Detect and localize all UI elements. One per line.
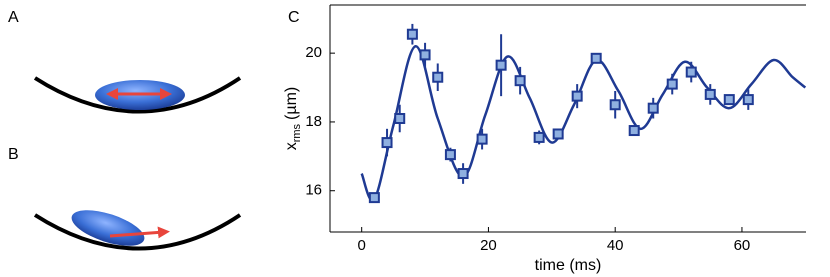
x-tick-label: 20 [480,237,497,254]
data-point [514,75,526,87]
data-point [666,78,678,90]
y-tick-label: 16 [305,182,322,199]
data-point [394,113,406,124]
fit-line [360,45,807,202]
y-label-sub: rms [291,123,303,142]
data-point [495,59,507,71]
data-point [571,90,583,102]
data-point [381,137,393,149]
x-tick-label: 0 [358,237,366,254]
data-point [552,128,564,140]
panel-label: B [8,146,19,163]
panel-label: A [8,9,19,26]
x-tick-label: 60 [734,237,751,254]
trap-potential [33,213,242,251]
data-point [444,149,456,161]
data-point [704,88,716,100]
y-tick-label: 18 [305,113,322,130]
data-point [609,99,621,111]
data-point [457,168,469,180]
y-label-main: x [283,142,300,150]
data-point [476,133,488,145]
trap-potential [33,76,242,114]
data-point [406,28,418,40]
data-point [723,94,735,106]
x-axis-label: time (ms) [535,257,602,274]
data-point [647,102,659,114]
plot: 0 20 40 60 16 18 20 time (ms) xrms (µm) [283,4,807,274]
data-point [742,94,754,106]
y-label-unit: (µm) [283,87,300,120]
y-tick-label: 20 [305,44,322,61]
data-point [628,125,640,137]
data-point [590,52,602,64]
data-point [419,49,431,61]
data-point [685,66,697,78]
y-axis-label: xrms (µm) [283,87,303,151]
x-tick-label: 40 [607,237,624,254]
data-point [432,71,444,83]
atom-cloud [71,210,145,246]
panel-label: C [288,9,300,26]
arrow [109,226,170,239]
data-point [533,131,545,143]
data-point [368,192,380,204]
